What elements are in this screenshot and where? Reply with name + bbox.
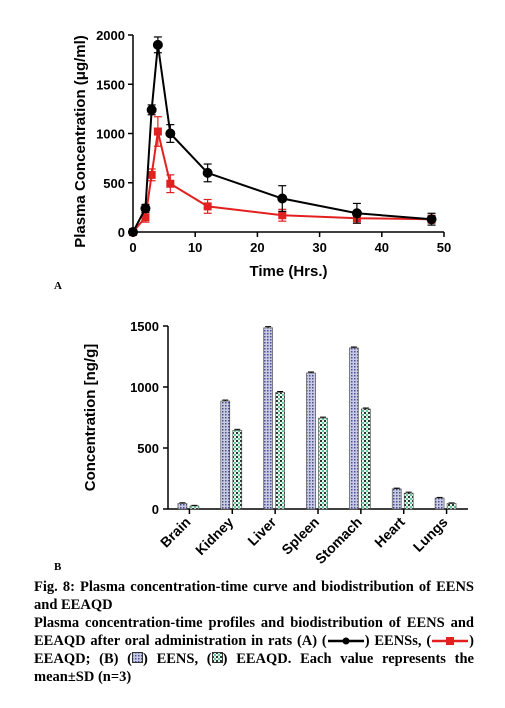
bar-series-1 (434, 497, 445, 510)
bar-series-1 (391, 488, 402, 510)
category-label: Brain (157, 514, 194, 551)
data-point (153, 127, 162, 136)
x-tick-label: 50 (437, 240, 451, 255)
caption-text-5: ) EEAQD. Each value represents the mean±… (34, 651, 474, 685)
caption-text-1: Plasma concentration-time profiles and b… (34, 615, 474, 649)
bar-series-1 (177, 503, 188, 510)
data-point (277, 193, 288, 204)
bar-series-1 (220, 400, 231, 510)
data-point (166, 179, 175, 188)
y-tick-label: 1500 (96, 77, 125, 92)
bar-series-2 (446, 503, 457, 510)
biodistribution-chart: 0 500 1000 1500 Concentration [ng/g] BrainKid… (82, 319, 468, 567)
blue-pattern-swatch (132, 651, 144, 667)
category-label: Heart (371, 514, 408, 551)
plasma-concentration-chart: 0 500 1000 1500 2000 0 10 20 30 40 50 Time (Hrs.) Pl… (72, 28, 451, 280)
category-label: Liver (244, 513, 279, 548)
y-tick-label: 1000 (96, 127, 125, 142)
y-axis-title: Concentration [ng/g] (82, 344, 99, 491)
data-point (146, 104, 157, 115)
y-tick-label: 1500 (130, 319, 159, 334)
y-tick-label: 0 (152, 502, 159, 517)
caption-text-4: ) EENS, ( (143, 651, 212, 667)
bar-series-2 (189, 505, 200, 510)
data-point (165, 128, 176, 139)
series-circle (128, 36, 437, 237)
bar-series-2 (403, 492, 414, 510)
x-tick-label: 30 (312, 240, 326, 255)
data-point (140, 203, 151, 214)
y-tick-label: 500 (103, 176, 125, 191)
data-point (202, 167, 213, 178)
figure-caption: Fig. 8: Plasma concentration-time curve … (34, 578, 474, 686)
panel-label-a: A (54, 280, 62, 292)
data-point (147, 170, 156, 179)
y-tick-label: 0 (118, 225, 125, 240)
data-point (278, 211, 287, 220)
green-pattern-swatch (211, 651, 223, 667)
x-tick-label: 10 (188, 240, 202, 255)
data-point (351, 208, 362, 219)
data-point (426, 214, 437, 225)
bar-series-2 (275, 392, 285, 510)
data-point (141, 213, 150, 222)
category-label: Stomach (312, 514, 365, 567)
category-label: Lungs (410, 514, 451, 555)
data-point (203, 202, 212, 211)
x-tick-label: 40 (375, 240, 389, 255)
data-point (128, 227, 138, 237)
y-tick-label: 500 (137, 441, 159, 456)
bar-series-1 (263, 327, 273, 510)
bar-series-2 (318, 417, 328, 510)
y-tick-label: 1000 (130, 380, 159, 395)
red-line-symbol (431, 633, 469, 649)
caption-text-3: ) EEAQD; (B) ( (34, 633, 474, 667)
caption-text-2: ) EENSs, ( (364, 633, 432, 649)
panel-label-b: B (54, 561, 62, 573)
data-point (152, 39, 163, 50)
y-tick-label: 2000 (96, 28, 125, 43)
bar-series-1 (306, 372, 316, 510)
caption-body: Plasma concentration-time profiles and b… (34, 614, 474, 686)
bar-series-2 (361, 408, 371, 510)
y-axis-title: Plasma Concentration (μg/ml) (72, 35, 89, 248)
x-axis-title: Time (Hrs.) (249, 263, 327, 280)
x-tick-label: 0 (129, 240, 136, 255)
black-line-symbol (327, 633, 365, 649)
x-tick-label: 20 (250, 240, 264, 255)
caption-title: Fig. 8: Plasma concentration-time curve … (34, 579, 474, 613)
category-label: Kidney (192, 514, 236, 558)
bar-series-2 (232, 430, 243, 510)
bar-series-1 (349, 347, 359, 510)
